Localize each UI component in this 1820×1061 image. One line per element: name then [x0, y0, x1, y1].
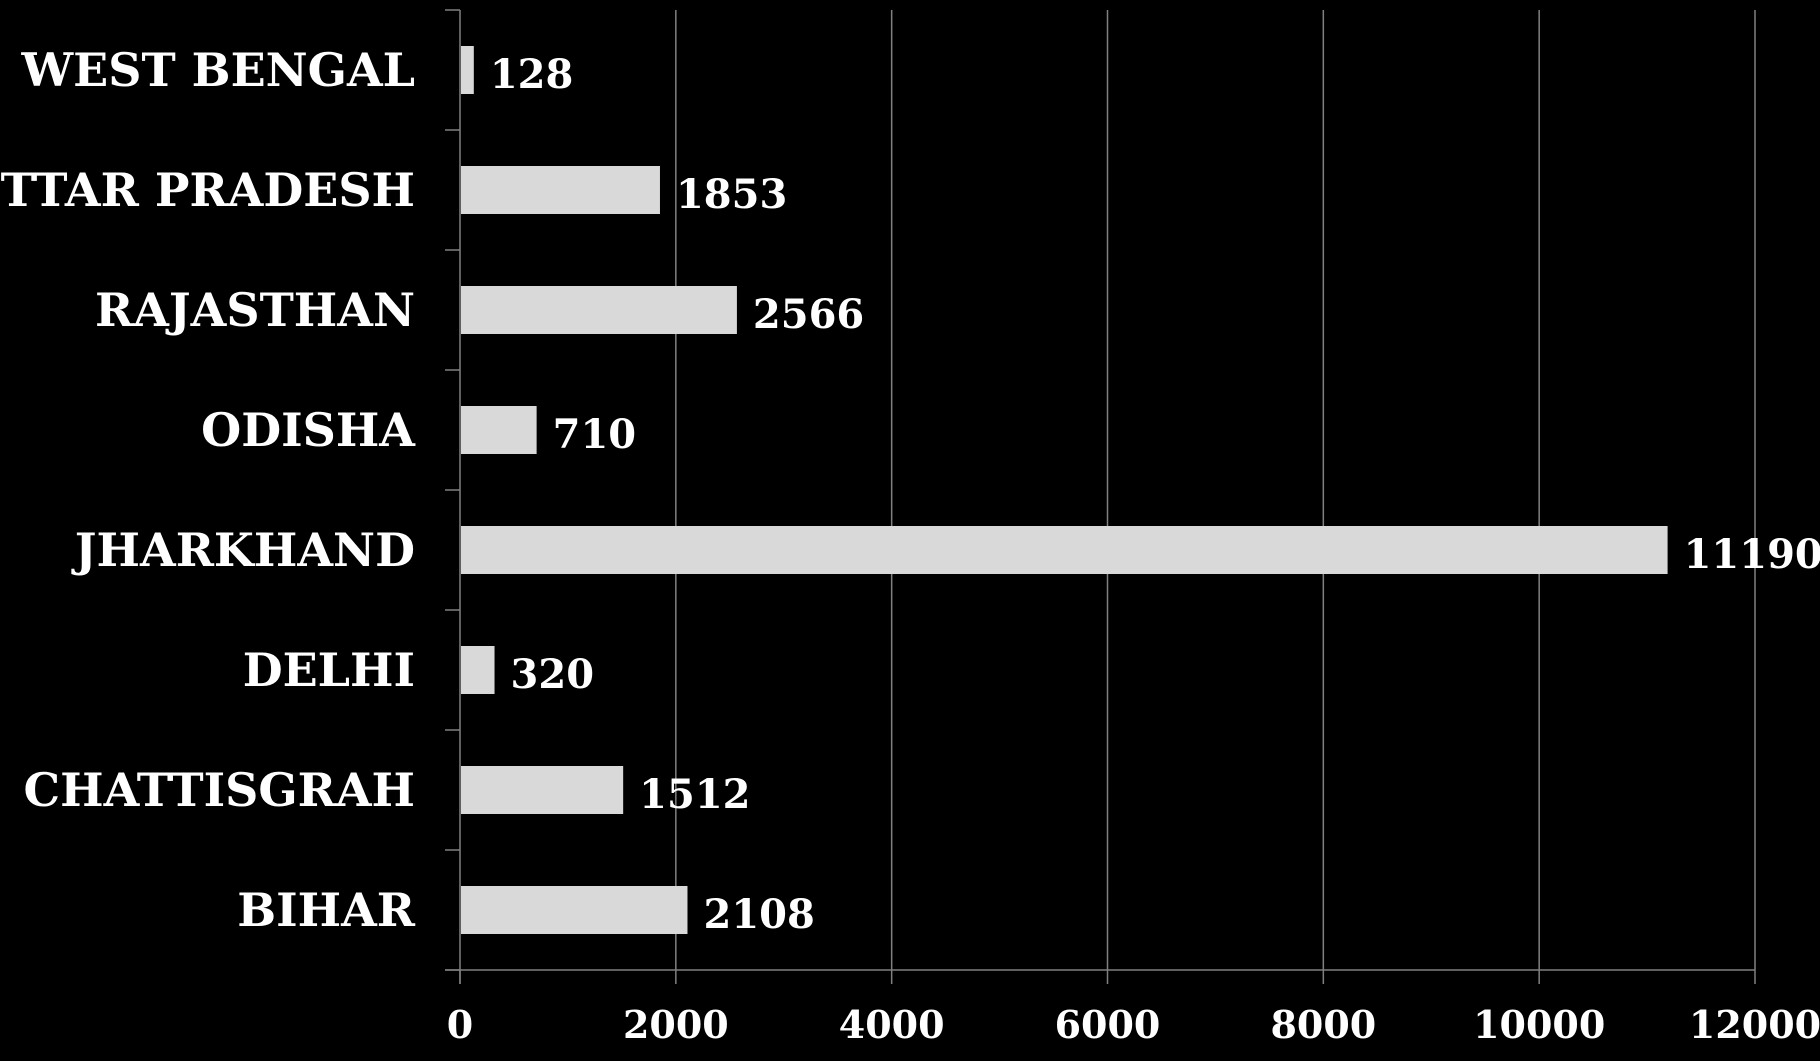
- x-tick-label-4000: 4000: [839, 1002, 945, 1047]
- bar-delhi: [461, 646, 495, 694]
- value-label-jharkhand: 11190: [1684, 531, 1820, 578]
- bar-odisha: [461, 406, 537, 454]
- category-label-west-bengal: WEST BENGAL: [21, 43, 416, 97]
- x-tick-label-2000: 2000: [623, 1002, 729, 1047]
- value-label-delhi: 320: [511, 651, 595, 698]
- value-labels: 2108 1512 320 11190 710 2566 1853 128: [490, 51, 1820, 938]
- category-labels: BIHAR CHATTISGRAH DELHI JHARKHAND ODISHA RAJA…: [0, 43, 416, 937]
- category-label-jharkhand: JHARKHAND: [71, 523, 415, 577]
- category-label-bihar: BIHAR: [237, 883, 416, 937]
- axes: [445, 9, 1756, 984]
- value-label-uttar-pradesh: 1853: [676, 171, 787, 218]
- category-label-delhi: DELHI: [243, 643, 415, 697]
- category-label-odisha: ODISHA: [201, 403, 416, 457]
- x-tick-label-0: 0: [447, 1002, 473, 1047]
- category-label-uttar-pradesh: UTTAR PRADESH: [0, 163, 415, 217]
- x-tick-label-10000: 10000: [1473, 1002, 1605, 1047]
- bar-uttar-pradesh: [461, 166, 660, 214]
- bar-west-bengal: [461, 46, 474, 94]
- category-label-rajasthan: RAJASTHAN: [95, 283, 415, 337]
- x-tick-label-6000: 6000: [1055, 1002, 1161, 1047]
- value-label-bihar: 2108: [703, 891, 814, 938]
- value-label-west-bengal: 128: [490, 51, 574, 98]
- bar-rajasthan: [461, 286, 737, 334]
- value-label-chattisgrah: 1512: [639, 771, 750, 818]
- bar-bihar: [461, 886, 688, 934]
- value-label-odisha: 710: [553, 411, 637, 458]
- gridlines: [675, 10, 1756, 970]
- value-label-rajasthan: 2566: [753, 291, 864, 338]
- x-tick-labels: 0 2000 4000 6000 8000 10000 12000: [447, 1002, 1820, 1047]
- bar-chattisgrah: [461, 766, 624, 814]
- bars: [461, 46, 1668, 934]
- x-tick-label-12000: 12000: [1689, 1002, 1820, 1047]
- x-tick-label-8000: 8000: [1270, 1002, 1376, 1047]
- category-label-chattisgrah: CHATTISGRAH: [24, 763, 415, 817]
- bar-jharkhand: [461, 526, 1668, 574]
